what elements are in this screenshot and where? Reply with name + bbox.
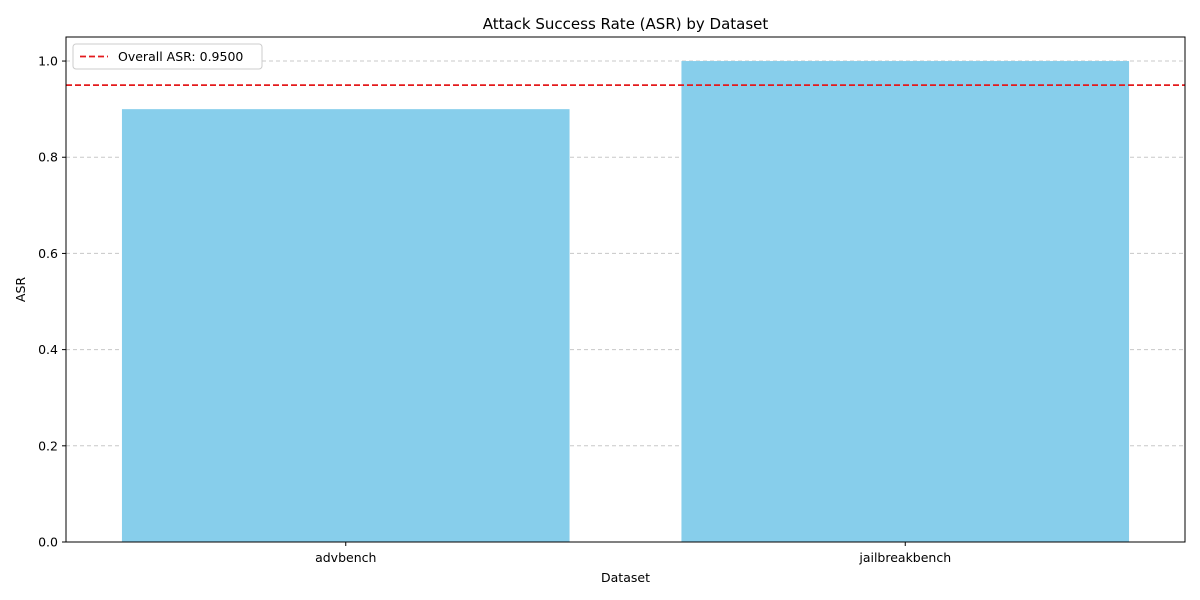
- y-tick-label: 0.0: [38, 535, 58, 550]
- axes-frame: [65, 36, 1186, 543]
- y-axis-ticks: 0.0 0.2 0.4 0.6 0.8 1.0: [38, 54, 66, 550]
- bar-advbench: [121, 109, 570, 543]
- legend: Overall ASR: 0.9500: [72, 43, 263, 70]
- y-tick-label: 0.6: [38, 246, 58, 261]
- bars: [121, 61, 1130, 543]
- legend-reference-label: Overall ASR: 0.9500: [118, 49, 243, 64]
- y-tick-label: 0.8: [38, 150, 58, 165]
- y-tick-label: 0.4: [38, 342, 58, 357]
- x-tick-label-advbench: advbench: [315, 550, 376, 565]
- x-tick-label-jailbreakbench: jailbreakbench: [858, 550, 951, 565]
- x-axis-ticks: advbench jailbreakbench: [315, 542, 951, 565]
- chart-title: Attack Success Rate (ASR) by Dataset: [483, 15, 769, 33]
- bar-jailbreakbench: [681, 61, 1130, 543]
- y-tick-label: 0.2: [38, 438, 58, 453]
- y-tick-label: 1.0: [38, 54, 58, 69]
- y-axis-label: ASR: [13, 277, 28, 302]
- legend-box: [72, 43, 263, 70]
- x-axis-label: Dataset: [601, 570, 650, 585]
